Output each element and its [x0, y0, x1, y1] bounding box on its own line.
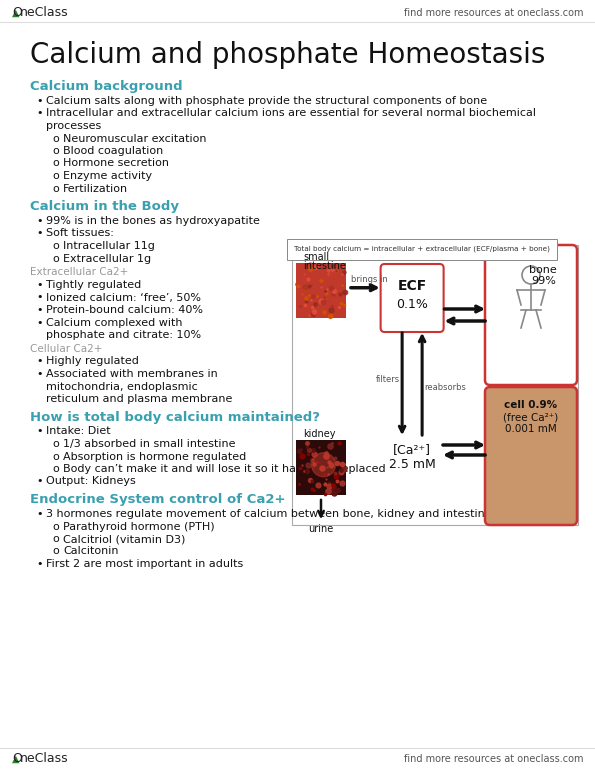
Text: o: o	[52, 439, 59, 449]
Text: How is total body calcium maintained?: How is total body calcium maintained?	[30, 410, 320, 424]
FancyBboxPatch shape	[485, 387, 577, 525]
Text: o: o	[52, 547, 59, 557]
Text: First 2 are most important in adults: First 2 are most important in adults	[46, 559, 243, 569]
Text: o: o	[52, 159, 59, 169]
FancyBboxPatch shape	[381, 264, 444, 332]
Text: Extracellular 1g: Extracellular 1g	[63, 253, 151, 263]
Text: •: •	[36, 280, 42, 290]
Text: ▲: ▲	[12, 754, 20, 764]
Text: neClass: neClass	[20, 6, 68, 19]
Text: Parathyroid hormone (PTH): Parathyroid hormone (PTH)	[63, 521, 215, 531]
Text: find more resources at oneclass.com: find more resources at oneclass.com	[403, 8, 583, 18]
Text: Calcitriol (vitamin D3): Calcitriol (vitamin D3)	[63, 534, 186, 544]
Text: o: o	[52, 183, 59, 193]
Text: [Ca²⁺]: [Ca²⁺]	[393, 444, 431, 457]
Text: Calcium salts along with phosphate provide the structural components of bone: Calcium salts along with phosphate provi…	[46, 96, 487, 106]
Text: Intracellular and extracellular calcium ions are essential for several normal bi: Intracellular and extracellular calcium …	[46, 109, 536, 119]
Text: •: •	[36, 317, 42, 327]
Text: •: •	[36, 293, 42, 303]
Text: Intracellular 11g: Intracellular 11g	[63, 241, 155, 251]
Text: Total body calcium = intracellular + extracellular (ECF/plasma + bone): Total body calcium = intracellular + ext…	[294, 246, 550, 253]
Text: kidney: kidney	[303, 429, 336, 439]
Text: •: •	[36, 96, 42, 106]
Text: •: •	[36, 357, 42, 367]
Text: O: O	[12, 6, 22, 19]
Text: bone: bone	[530, 265, 557, 275]
Text: Ionized calcium: ‘free’, 50%: Ionized calcium: ‘free’, 50%	[46, 293, 201, 303]
Text: 99% is in the bones as hydroxyapatite: 99% is in the bones as hydroxyapatite	[46, 216, 260, 226]
Text: Output: Kidneys: Output: Kidneys	[46, 477, 136, 487]
Text: •: •	[36, 427, 42, 437]
Text: Blood coagulation: Blood coagulation	[63, 146, 163, 156]
Text: 0.1%: 0.1%	[396, 297, 428, 310]
Text: •: •	[36, 559, 42, 569]
Text: Highly regulated: Highly regulated	[46, 357, 139, 367]
Text: 3 hormones regulate movement of calcium between bone, kidney and intestine: 3 hormones regulate movement of calcium …	[46, 509, 491, 519]
Text: Body can’t make it and will lose it so it has to be replaced: Body can’t make it and will lose it so i…	[63, 464, 386, 474]
Text: cell 0.9%: cell 0.9%	[505, 400, 558, 410]
Text: •: •	[36, 477, 42, 487]
Text: Soft tissues:: Soft tissues:	[46, 229, 114, 239]
Text: Fertilization: Fertilization	[63, 183, 128, 193]
Text: (free Ca²⁺): (free Ca²⁺)	[503, 412, 559, 422]
Text: Tightly regulated: Tightly regulated	[46, 280, 141, 290]
Text: urine: urine	[308, 524, 334, 534]
Text: o: o	[52, 534, 59, 544]
Text: 99%: 99%	[531, 276, 556, 286]
Text: mitochondria, endoplasmic: mitochondria, endoplasmic	[46, 381, 198, 391]
FancyBboxPatch shape	[296, 263, 346, 318]
Text: processes: processes	[46, 121, 101, 131]
Text: brings in: brings in	[351, 275, 388, 284]
Text: o: o	[52, 171, 59, 181]
FancyBboxPatch shape	[485, 245, 577, 385]
Text: o: o	[52, 146, 59, 156]
Text: find more resources at oneclass.com: find more resources at oneclass.com	[403, 754, 583, 764]
Text: reabsorbs: reabsorbs	[424, 383, 466, 393]
Text: reticulum and plasma membrane: reticulum and plasma membrane	[46, 394, 233, 404]
FancyBboxPatch shape	[292, 245, 578, 525]
Text: Calcium complexed with: Calcium complexed with	[46, 317, 183, 327]
Text: neClass: neClass	[20, 752, 68, 765]
Text: •: •	[36, 216, 42, 226]
Text: Absorption is hormone regulated: Absorption is hormone regulated	[63, 451, 246, 461]
Text: •: •	[36, 509, 42, 519]
Text: •: •	[36, 369, 42, 379]
Text: o: o	[52, 253, 59, 263]
FancyBboxPatch shape	[296, 440, 346, 495]
Text: Calcium in the Body: Calcium in the Body	[30, 200, 179, 213]
Text: •: •	[36, 109, 42, 119]
Text: O: O	[12, 752, 22, 765]
Text: Associated with membranes in: Associated with membranes in	[46, 369, 218, 379]
Text: o: o	[52, 464, 59, 474]
Text: Calcium background: Calcium background	[30, 80, 183, 93]
Text: Enzyme activity: Enzyme activity	[63, 171, 152, 181]
Text: phosphate and citrate: 10%: phosphate and citrate: 10%	[46, 330, 201, 340]
Text: ECF: ECF	[397, 279, 427, 293]
Text: o: o	[52, 451, 59, 461]
Text: Cellular Ca2+: Cellular Ca2+	[30, 343, 102, 353]
Text: Hormone secretion: Hormone secretion	[63, 159, 169, 169]
Text: o: o	[52, 133, 59, 143]
Text: Protein-bound calcium: 40%: Protein-bound calcium: 40%	[46, 305, 203, 315]
Text: 1/3 absorbed in small intestine: 1/3 absorbed in small intestine	[63, 439, 236, 449]
Text: intestine: intestine	[303, 261, 346, 271]
Text: Intake: Diet: Intake: Diet	[46, 427, 111, 437]
Text: Endocrine System control of Ca2+: Endocrine System control of Ca2+	[30, 493, 286, 506]
Text: Neuromuscular excitation: Neuromuscular excitation	[63, 133, 206, 143]
Text: Calcium and phosphate Homeostasis: Calcium and phosphate Homeostasis	[30, 41, 546, 69]
Text: o: o	[52, 521, 59, 531]
Text: Extracellular Ca2+: Extracellular Ca2+	[30, 267, 129, 277]
Text: •: •	[36, 229, 42, 239]
Text: ▲: ▲	[12, 8, 20, 18]
Text: 0.001 mM: 0.001 mM	[505, 424, 557, 434]
Text: 2.5 mM: 2.5 mM	[389, 457, 436, 470]
Text: Calcitonin: Calcitonin	[63, 547, 118, 557]
Text: o: o	[52, 241, 59, 251]
Circle shape	[312, 453, 336, 477]
Text: small: small	[303, 252, 329, 262]
Text: •: •	[36, 305, 42, 315]
Text: filters: filters	[376, 376, 400, 384]
